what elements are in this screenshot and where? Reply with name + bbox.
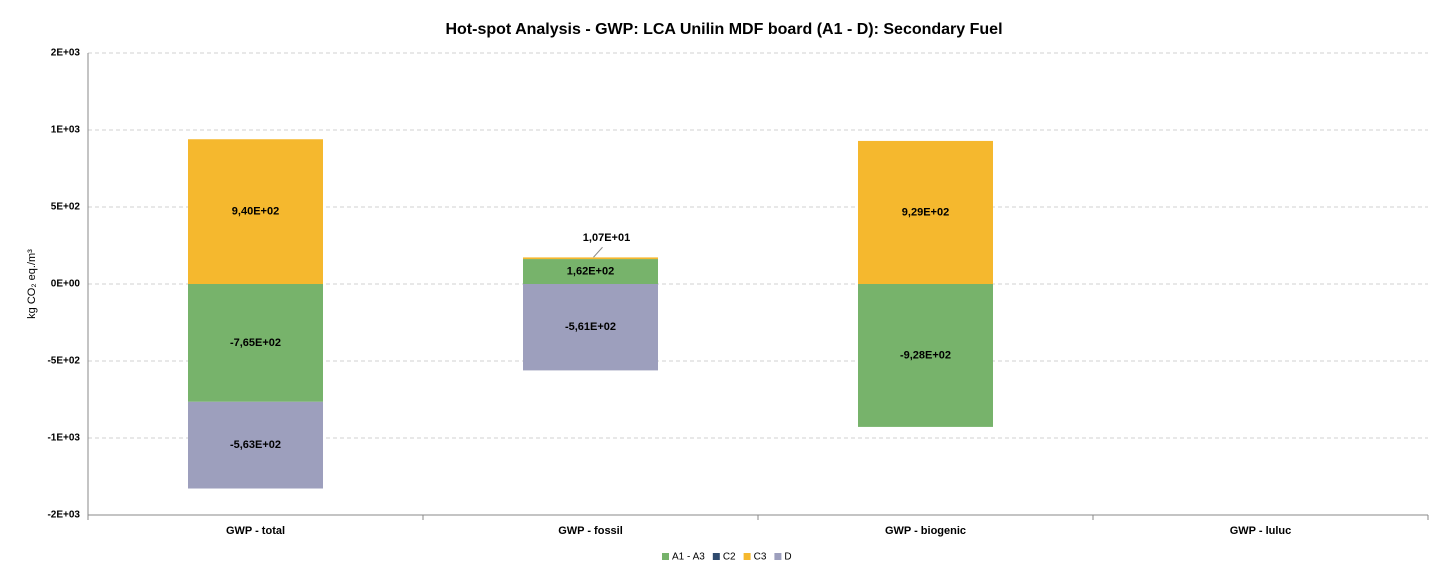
data-label: -7,65E+02 <box>230 337 281 349</box>
data-label: 9,29E+02 <box>902 206 949 218</box>
data-label: -5,63E+02 <box>230 439 281 451</box>
x-tick-label: GWP - luluc <box>1230 525 1292 537</box>
bar-segment <box>523 257 658 260</box>
bar-segment <box>523 284 658 371</box>
data-label: 1,07E+01 <box>583 232 630 244</box>
y-tick-label: -5E+02 <box>47 356 80 367</box>
label-leader <box>593 246 603 258</box>
bar-segment <box>188 139 323 284</box>
bar-segment <box>188 401 323 489</box>
legend-label: C2 <box>723 552 736 563</box>
bar-segment <box>523 259 658 284</box>
bar-segment <box>858 140 993 284</box>
data-label: 9,40E+02 <box>232 206 279 218</box>
legend-swatch <box>743 553 751 560</box>
data-label: -9,28E+02 <box>900 349 951 361</box>
x-tick-label: GWP - total <box>226 525 285 537</box>
y-tick-label: 0E+00 <box>51 279 81 290</box>
legend-swatch <box>662 553 669 560</box>
y-tick-label: -2E+03 <box>47 510 80 521</box>
bar-segment <box>188 284 323 402</box>
legend-label: D <box>784 552 791 563</box>
y-tick-label: 1E+03 <box>51 125 81 136</box>
chart-title: Hot-spot Analysis - GWP: LCA Unilin MDF … <box>445 21 1002 38</box>
x-tick-label: GWP - biogenic <box>885 525 966 537</box>
data-label: -5,61E+02 <box>565 321 616 333</box>
legend-label: A1 - A3 <box>672 552 705 563</box>
bar-segment <box>858 284 993 427</box>
y-axis-label: kg CO₂ eq./m³ <box>26 249 38 319</box>
y-tick-label: -1E+03 <box>47 433 80 444</box>
legend-swatch <box>712 553 720 560</box>
legend-swatch <box>774 553 782 560</box>
data-label: 1,62E+02 <box>567 265 614 277</box>
y-tick-label: 5E+02 <box>51 202 81 213</box>
x-tick-label: GWP - fossil <box>558 525 623 537</box>
y-tick-label: 2E+03 <box>51 48 81 59</box>
legend-label: C3 <box>754 552 767 563</box>
